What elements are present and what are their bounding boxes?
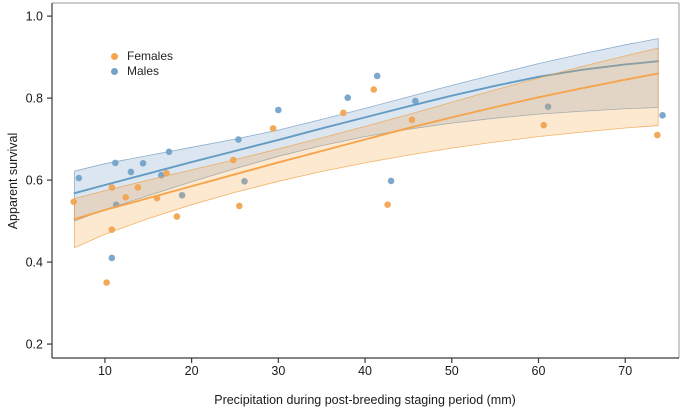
males-data-point [344,94,352,101]
females-marker-icon [111,52,118,60]
x-tick-label: 10 [98,364,112,378]
females-data-point [153,194,161,202]
y-tick-label: 0.2 [26,337,43,351]
females-confidence-band [74,47,659,249]
legend-item-males: Males [111,65,173,77]
x-tick-label: 70 [618,364,632,378]
x-axis-label: Precipitation during post-breeding stagi… [214,393,516,407]
y-tick-label: 0.6 [26,173,43,187]
males-data-point [241,178,248,185]
x-tick-label: 60 [532,364,546,378]
females-data-point [370,86,378,93]
x-tick-label: 30 [271,364,285,378]
y-axis-label: Apparent survival [6,132,20,230]
females-data-point [108,226,116,233]
females-data-point [103,279,110,286]
males-data-point [387,177,395,185]
males-data-point [659,112,666,119]
females-data-point [540,121,548,129]
x-tick-label: 40 [358,364,372,378]
females-data-point [163,169,170,177]
y-tick-label: 1.0 [26,9,43,23]
females-data-point [229,156,237,164]
females-fit-line [73,72,660,220]
females-data-point [173,213,181,220]
legend-label-males: Males [127,64,160,78]
legend-label-females: Females [127,49,174,63]
males-data-point [178,191,186,199]
x-tick-label: 20 [185,364,199,378]
females-data-point [70,198,77,206]
females-data-point [340,109,347,117]
y-tick-label: 0.8 [26,91,43,105]
males-data-point [108,254,116,262]
males-data-point [127,168,135,176]
males-data-point [275,106,282,114]
females-data-point [122,194,130,201]
females-data-point [134,184,142,191]
males-data-point [235,136,242,143]
males-marker-icon [111,67,118,75]
females-data-point [108,184,116,191]
x-tick-label: 50 [445,364,459,378]
males-data-point [373,72,381,80]
legend: Females Males [111,50,173,77]
males-data-point [75,174,83,182]
males-data-point [544,103,552,111]
males-fit-line [73,60,660,195]
males-data-point [165,148,173,156]
y-tick-label: 0.4 [26,255,43,269]
legend-item-females: Females [111,50,173,62]
males-data-point [112,159,119,167]
females-data-point [236,202,243,210]
females-data-point [384,201,391,208]
males-data-point [139,159,147,167]
females-data-point [654,131,661,139]
males-data-point [412,97,419,105]
females-data-point [269,125,277,132]
females-data-point [408,116,416,124]
